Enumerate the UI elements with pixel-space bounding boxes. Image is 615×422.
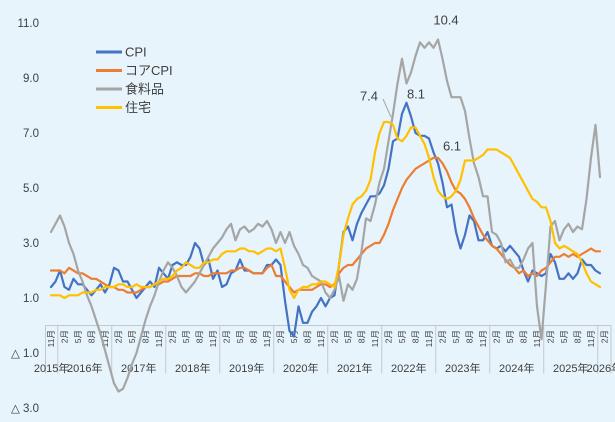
- x-tick-label: 5月: [343, 330, 353, 343]
- x-tick-label: 8月: [573, 330, 583, 343]
- x-tick-label: 2月: [168, 330, 178, 343]
- x-tick-label: 2月: [438, 330, 448, 343]
- x-year-label: 2022年: [391, 361, 426, 375]
- x-tick-label: 5月: [235, 330, 245, 343]
- y-tick-label: △ 1.0: [11, 348, 39, 360]
- legend-label-housing: 住宅: [125, 100, 151, 115]
- x-tick-label: 11月: [262, 330, 272, 347]
- annotation-housing-peak: 7.4: [360, 89, 378, 104]
- x-tick-label: 11月: [586, 330, 596, 347]
- annotation-core-cpi-peak: 6.1: [443, 139, 461, 154]
- x-tick-label: 5月: [181, 330, 191, 343]
- x-tick-label: 11月: [532, 330, 542, 347]
- x-year-label: 2020年: [283, 361, 318, 375]
- x-tick-label: 5月: [451, 330, 461, 343]
- series-line-コアCPI: [49, 156, 602, 294]
- x-tick-label: 2月: [330, 330, 340, 343]
- x-tick-label: 8月: [519, 330, 529, 343]
- x-tick-label: 8月: [141, 330, 151, 343]
- x-tick-label: 11月: [46, 330, 56, 347]
- x-tick-label: 11月: [316, 330, 326, 347]
- x-tick-label: 5月: [397, 330, 407, 343]
- legend-label-core-cpi: コアCPI: [125, 63, 173, 78]
- legend-item-food: 食料品: [96, 82, 164, 97]
- x-tick-label: 11月: [370, 330, 380, 347]
- x-tick-label: 11月: [100, 330, 110, 347]
- x-year-label: 2016年: [67, 361, 102, 375]
- x-tick-label: 5月: [73, 330, 83, 343]
- x-tick-label: 2月: [60, 330, 70, 343]
- x-tick-label: 2月: [384, 330, 394, 343]
- x-tick-label: 2月: [546, 330, 556, 343]
- x-tick-label: 8月: [303, 330, 313, 343]
- legend-item-housing: 住宅: [96, 100, 151, 115]
- x-tick-label: 2月: [222, 330, 232, 343]
- x-tick-label: 8月: [411, 330, 421, 343]
- x-tick-label: 8月: [357, 330, 367, 343]
- x-year-label: 2019年: [229, 361, 264, 375]
- legend: CPI コアCPI 食料品 住宅: [96, 45, 173, 115]
- x-tick-label: 11月: [208, 330, 218, 347]
- annotation-food-peak: 10.4: [433, 13, 458, 28]
- x-tick-label: 5月: [127, 330, 137, 343]
- x-tick-label: 8月: [249, 330, 259, 343]
- x-year-label: 2023年: [445, 361, 480, 375]
- y-tick-label: 1.0: [23, 293, 39, 305]
- annotations: 10.4 8.1 7.4 6.1: [360, 13, 461, 154]
- x-year-label: 2018年: [175, 361, 210, 375]
- x-tick-label: 2月: [492, 330, 502, 343]
- legend-item-cpi: CPI: [96, 45, 147, 60]
- annotation-cpi-peak: 8.1: [407, 87, 425, 102]
- series-layer: [49, 38, 602, 393]
- annotation-leader-line: [382, 98, 392, 118]
- legend-label-cpi: CPI: [125, 45, 147, 60]
- y-tick-label: 5.0: [23, 183, 39, 195]
- x-year-label: 2015年: [34, 361, 69, 375]
- x-tick-label: 11月: [478, 330, 488, 347]
- x-tick-label: 8月: [87, 330, 97, 343]
- x-tick-label: 11月: [154, 330, 164, 347]
- x-year-label: 2021年: [337, 361, 372, 375]
- y-tick-label: △ 3.0: [11, 403, 39, 415]
- x-year-label: 2017年: [121, 361, 156, 375]
- x-tick-label: 5月: [559, 330, 569, 343]
- x-tick-label: 8月: [195, 330, 205, 343]
- y-tick-label: 11.0: [17, 18, 39, 30]
- x-tick-label: 8月: [465, 330, 475, 343]
- legend-item-core-cpi: コアCPI: [96, 63, 173, 78]
- series-line-CPI: [49, 101, 602, 338]
- x-tick-label: 2月: [276, 330, 286, 343]
- series-line-食料品: [49, 38, 602, 393]
- x-tick-label: 2月: [600, 330, 610, 343]
- x-tick-label: 2月: [114, 330, 124, 343]
- series-line-住宅: [49, 120, 602, 300]
- legend-label-food: 食料品: [125, 82, 164, 97]
- y-tick-label: 3.0: [23, 238, 39, 250]
- x-tick-label: 11月: [424, 330, 434, 347]
- y-tick-label: 7.0: [23, 128, 39, 140]
- y-tick-label: 9.0: [23, 73, 39, 85]
- x-year-label: 2025年: [553, 361, 588, 375]
- x-year-label: 2024年: [499, 361, 534, 375]
- x-year-label: 2026年: [587, 361, 615, 375]
- x-tick-label: 5月: [505, 330, 515, 343]
